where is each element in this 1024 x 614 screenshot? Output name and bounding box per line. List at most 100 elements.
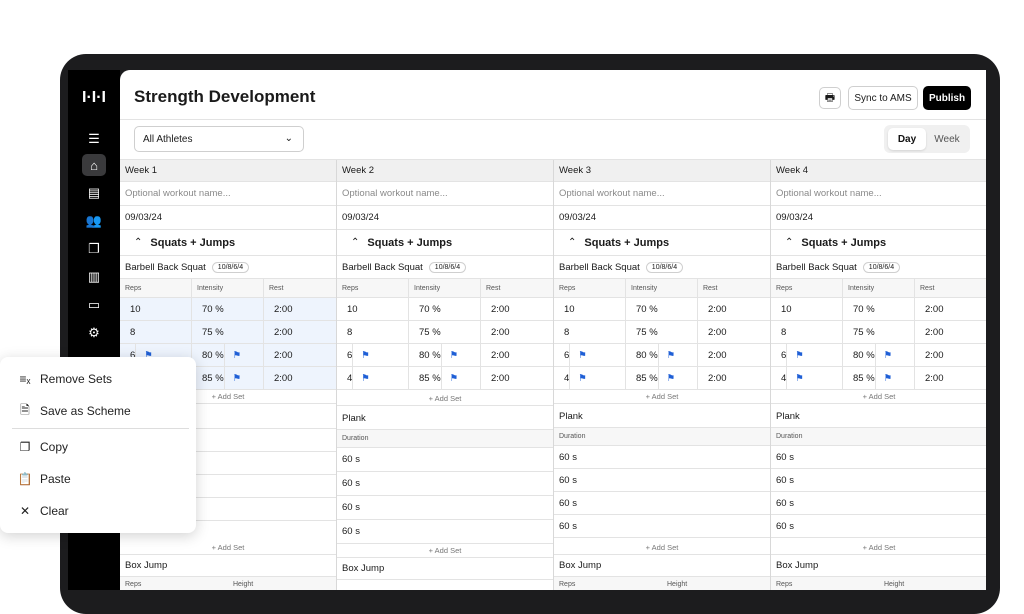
set-cell[interactable]: 75 % — [626, 321, 698, 343]
table-row[interactable]: 10 70 % 2:00 — [554, 298, 770, 321]
copy-icon[interactable]: ❐ — [88, 241, 100, 256]
set-cell[interactable]: 8 — [554, 321, 626, 343]
add-set-button[interactable]: + Add Set — [120, 541, 336, 555]
exercise-row[interactable]: Plank — [554, 406, 770, 428]
table-row[interactable]: 60 s — [771, 492, 986, 515]
set-cell[interactable]: 70 % — [192, 298, 264, 320]
set-cell[interactable]: 2:00 — [698, 367, 770, 389]
table-row[interactable]: 8 75 % 2:00 — [554, 321, 770, 344]
block-header[interactable]: ⌃ Squats + Jumps — [771, 230, 986, 256]
set-cell[interactable]: 85 % ⚑ — [843, 367, 915, 389]
add-set-button[interactable]: + Add Set — [120, 390, 336, 404]
set-cell[interactable]: 4⚑ — [771, 367, 843, 389]
copy-menu-item[interactable]: ❐ Copy — [0, 433, 196, 461]
table-row[interactable]: 4⚑85 %⚑2:00 — [771, 367, 986, 390]
set-cell[interactable]: 85 % ⚑ — [409, 367, 481, 389]
exercise-row[interactable]: Barbell Back Squat 10/8/6/4 — [337, 256, 553, 279]
view-day-button[interactable]: Day — [888, 128, 926, 150]
set-cell[interactable]: 85 % ⚑ — [626, 367, 698, 389]
table-row[interactable]: 60 s — [337, 448, 553, 472]
table-row[interactable]: 6 ⚑ 80 % ⚑ 2:00 — [554, 344, 770, 367]
set-cell[interactable]: 6 ⚑ — [771, 344, 843, 366]
set-cell[interactable]: 2:00 — [264, 367, 336, 389]
set-cell[interactable]: 10 — [554, 298, 626, 320]
set-cell[interactable]: 85 % ⚑ — [192, 367, 264, 389]
gear-icon[interactable]: ⚙ — [88, 325, 100, 340]
set-cell[interactable]: 80 % ⚑ — [626, 344, 698, 366]
block-header[interactable]: ⌃ Squats + Jumps — [120, 230, 336, 256]
set-cell[interactable]: 75 % — [192, 321, 264, 343]
table-row[interactable]: 60 s — [337, 520, 553, 544]
workout-name-input[interactable]: Optional workout name... — [771, 182, 986, 206]
table-row[interactable]: 60 s — [337, 472, 553, 496]
table-row[interactable]: 60 s — [771, 515, 986, 538]
set-cell[interactable]: 10 — [337, 298, 409, 320]
table-row[interactable] — [120, 475, 336, 498]
set-cell[interactable]: 2:00 — [481, 321, 553, 343]
workout-date[interactable]: 09/03/24 — [337, 206, 553, 230]
table-row[interactable]: 8 75 % 2:00 — [337, 321, 553, 344]
table-row[interactable]: 60 s — [554, 515, 770, 538]
print-button[interactable]: 🖶 — [819, 87, 841, 109]
athletes-dropdown[interactable]: All Athletes ⌄ — [134, 126, 304, 152]
add-set-button[interactable]: + Add Set — [771, 541, 986, 555]
set-cell[interactable]: 2:00 — [481, 344, 553, 366]
table-row[interactable]: 6 ⚑ 80 % ⚑ 2:00 — [337, 344, 553, 367]
save-as-scheme-menu-item[interactable]: 🗎 Save as Scheme — [0, 397, 196, 425]
table-row[interactable]: 4⚑85 %⚑2:00 — [337, 367, 553, 390]
block-header[interactable]: ⌃ Squats + Jumps — [554, 230, 770, 256]
table-row[interactable]: 8 75 % 2:00 — [771, 321, 986, 344]
table-row[interactable]: 4⚑85 %⚑2:00 — [554, 367, 770, 390]
set-cell[interactable]: 2:00 — [698, 298, 770, 320]
set-cell[interactable]: 6 ⚑ — [554, 344, 626, 366]
paste-menu-item[interactable]: 📋 Paste — [0, 465, 196, 493]
users-icon[interactable]: 👥 — [85, 213, 103, 228]
block-header[interactable]: ⌃ Squats + Jumps — [337, 230, 553, 256]
set-cell[interactable]: 2:00 — [915, 344, 986, 366]
set-cell[interactable]: 2:00 — [698, 344, 770, 366]
add-set-button[interactable]: + Add Set — [337, 392, 553, 406]
table-row[interactable]: 10 70 % 2:00 — [120, 298, 336, 321]
chart-icon[interactable]: ▥ — [87, 269, 101, 284]
set-cell[interactable]: 2:00 — [481, 298, 553, 320]
clipboard-icon[interactable]: ▤ — [87, 185, 101, 200]
table-row[interactable]: 60 s — [771, 446, 986, 469]
set-cell[interactable]: 2:00 — [915, 321, 986, 343]
set-cell[interactable]: 70 % — [626, 298, 698, 320]
set-cell[interactable]: 80 % ⚑ — [409, 344, 481, 366]
set-cell[interactable]: 2:00 — [698, 321, 770, 343]
set-cell[interactable]: 2:00 — [264, 321, 336, 343]
exercise-row[interactable]: Plank — [771, 406, 986, 428]
table-row[interactable]: 8 75 % 2:00 — [120, 321, 336, 344]
set-cell[interactable]: 70 % — [409, 298, 481, 320]
view-week-button[interactable]: Week — [934, 133, 960, 145]
add-set-button[interactable]: + Add Set — [554, 541, 770, 555]
set-cell[interactable]: 8 — [771, 321, 843, 343]
workout-date[interactable]: 09/03/24 — [120, 206, 336, 230]
set-cell[interactable]: 10 — [120, 298, 192, 320]
table-row[interactable]: 10 70 % 2:00 — [337, 298, 553, 321]
table-row[interactable]: 6 ⚑ 80 % ⚑ 2:00 — [771, 344, 986, 367]
set-cell[interactable]: 6 ⚑ — [337, 344, 409, 366]
table-row[interactable]: 60 s — [554, 492, 770, 515]
table-row[interactable] — [120, 498, 336, 521]
table-row[interactable]: 60 s — [771, 469, 986, 492]
set-cell[interactable]: 75 % — [409, 321, 481, 343]
exercise-row[interactable]: Box Jump — [337, 558, 553, 580]
set-cell[interactable]: 4⚑ — [554, 367, 626, 389]
table-row[interactable] — [120, 452, 336, 475]
table-row[interactable]: 60 s — [337, 496, 553, 520]
remove-sets-menu-item[interactable]: ≡ₓ Remove Sets — [0, 365, 196, 393]
set-cell[interactable]: 2:00 — [915, 298, 986, 320]
table-row[interactable] — [120, 429, 336, 452]
set-cell[interactable]: 70 % — [843, 298, 915, 320]
clear-menu-item[interactable]: ✕ Clear — [0, 497, 196, 525]
workout-name-input[interactable]: Optional workout name... — [120, 182, 336, 206]
exercise-row[interactable]: Barbell Back Squat 10/8/6/4 — [120, 256, 336, 279]
set-cell[interactable]: 80 % ⚑ — [192, 344, 264, 366]
set-cell[interactable]: 2:00 — [481, 367, 553, 389]
set-cell[interactable]: 2:00 — [915, 367, 986, 389]
table-row[interactable]: 60 s — [554, 446, 770, 469]
tablet-icon[interactable]: ▭ — [87, 297, 101, 312]
add-set-button[interactable]: + Add Set — [337, 544, 553, 558]
